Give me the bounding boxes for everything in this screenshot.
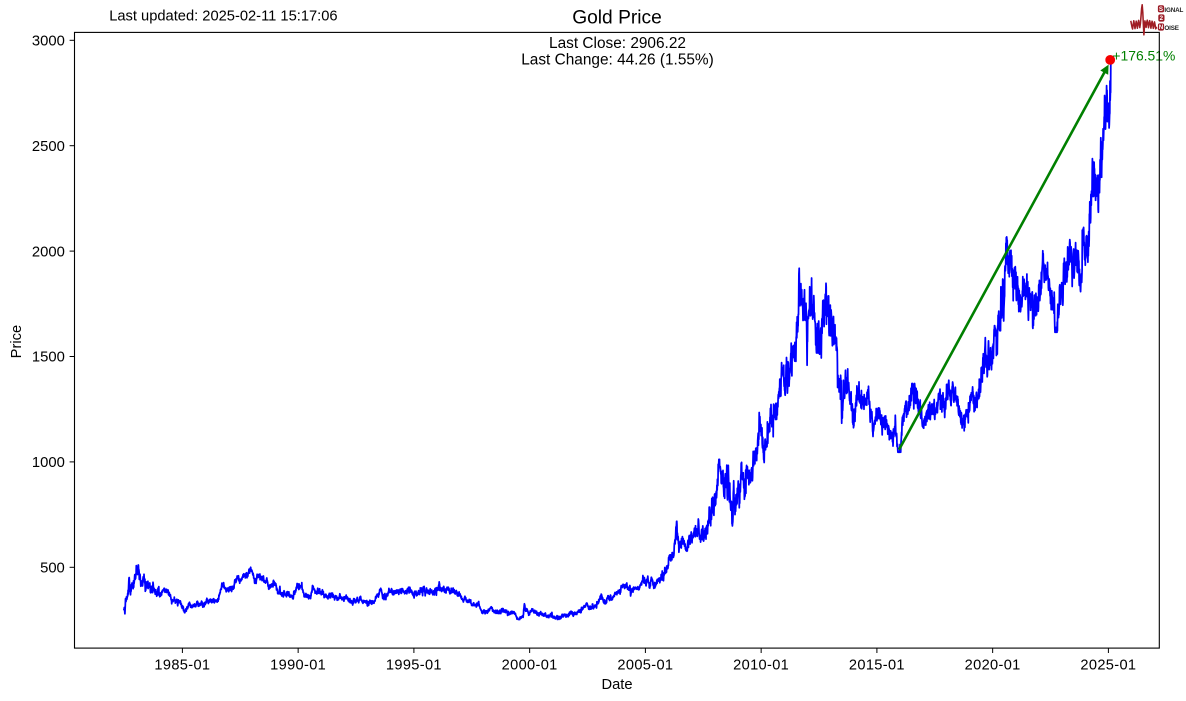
svg-text:OISE: OISE <box>1164 25 1178 32</box>
svg-text:Last updated: 2025-02-11 15:17: Last updated: 2025-02-11 15:17:06 <box>109 9 337 25</box>
svg-text:2500: 2500 <box>32 139 65 155</box>
svg-text:Last Close: 2906.22: Last Close: 2906.22 <box>549 35 686 52</box>
svg-text:2010-01: 2010-01 <box>733 657 789 673</box>
svg-text:Gold Price: Gold Price <box>572 8 662 29</box>
svg-text:1990-01: 1990-01 <box>270 657 326 673</box>
svg-text:1000: 1000 <box>32 455 65 471</box>
svg-text:2015-01: 2015-01 <box>849 657 905 673</box>
svg-text:Price: Price <box>9 325 25 358</box>
svg-text:1995-01: 1995-01 <box>386 657 442 673</box>
svg-text:2000-01: 2000-01 <box>502 657 558 673</box>
svg-text:3000: 3000 <box>32 34 65 50</box>
svg-text:2020-01: 2020-01 <box>965 657 1021 673</box>
svg-text:2000: 2000 <box>32 244 65 260</box>
svg-text:500: 500 <box>40 561 65 577</box>
svg-text:IGNAL: IGNAL <box>1164 7 1183 14</box>
svg-text:S: S <box>1159 6 1163 13</box>
svg-text:+176.51%: +176.51% <box>1112 48 1175 64</box>
svg-text:2005-01: 2005-01 <box>617 657 673 673</box>
svg-text:Last Change: 44.26 (1.55%): Last Change: 44.26 (1.55%) <box>521 51 714 68</box>
svg-text:2: 2 <box>1160 15 1164 22</box>
svg-text:N: N <box>1159 24 1164 31</box>
svg-text:2025-01: 2025-01 <box>1080 657 1136 673</box>
svg-text:Date: Date <box>601 677 632 693</box>
svg-text:1985-01: 1985-01 <box>154 657 210 673</box>
svg-text:1500: 1500 <box>32 350 65 366</box>
